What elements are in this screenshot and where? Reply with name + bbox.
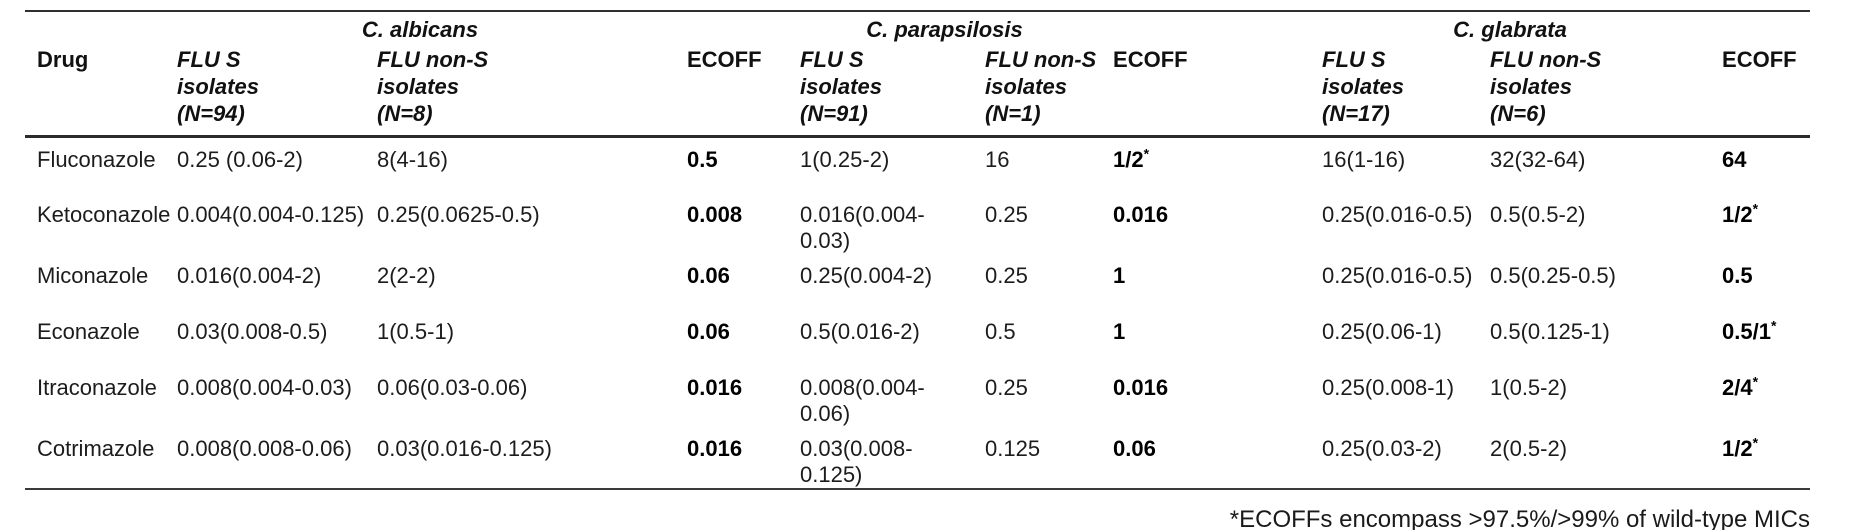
ecoff-asterisk: * — [1752, 373, 1759, 390]
ecoff-value: 0.06 — [687, 262, 730, 288]
table-row: Fluconazole 0.25 (0.06-2) 8(4-16) 0.5 1(0.25… — [25, 137, 1810, 193]
ecoff-value: 1/2* — [1722, 200, 1759, 227]
mic-value: 0.25(0.03-2) — [1322, 435, 1442, 461]
mic-value: 0.25(0.016-0.5) — [1322, 201, 1473, 227]
mic-value: 0.008(0.004-0.06) — [800, 374, 925, 426]
mic-value: 0.5 — [985, 318, 1016, 344]
spacer-cell — [1710, 11, 1810, 45]
table-body: Fluconazole 0.25 (0.06-2) 8(4-16) 0.5 1(0.25… — [25, 137, 1810, 489]
species-header-albicans: C. albicans — [361, 16, 479, 42]
drug-name: Miconazole — [37, 262, 149, 288]
mic-value: 0.03(0.016-0.125) — [377, 435, 552, 461]
mic-value: 0.5(0.125-1) — [1490, 318, 1610, 344]
mic-value: 0.5(0.5-2) — [1490, 201, 1586, 227]
ecoff-value: 0.008 — [687, 201, 743, 227]
mic-value: 0.25(0.008-1) — [1322, 374, 1455, 400]
mic-value: 0.5(0.016-2) — [800, 318, 920, 344]
flu-non-s-header-albicans: FLU non-S isolates (N=8) — [377, 47, 489, 126]
flu-s-header-parapsilosis: FLU S isolates (N=91) — [800, 47, 882, 126]
ecoff-value: 0.016 — [687, 374, 743, 400]
ecoff-asterisk: * — [1752, 434, 1759, 451]
species-header-parapsilosis: C. parapsilosis — [866, 16, 1023, 42]
ecoff-value: 0.5 — [687, 147, 718, 173]
flu-s-header-albicans: FLU S isolates (N=94) — [177, 47, 259, 126]
drug-name: Econazole — [37, 318, 140, 344]
ecoff-asterisk: * — [1770, 317, 1777, 334]
table-row: Econazole 0.03(0.008-0.5) 1(0.5-1) 0.06 0.5(… — [25, 310, 1810, 366]
mic-value: 0.06(0.03-0.06) — [377, 374, 528, 400]
mic-value: 0.25 — [985, 262, 1028, 288]
ecoff-asterisk: * — [1143, 146, 1150, 163]
spacer-cell — [675, 11, 788, 45]
table-row: Cotrimazole 0.008(0.008-0.06) 0.03(0.016-0… — [25, 427, 1810, 489]
drug-column-header: Drug — [37, 47, 89, 72]
mic-value: 1(0.5-1) — [377, 318, 455, 344]
ecoff-mic-table: C. albicans C. parapsilosis C. glabrata … — [25, 10, 1811, 490]
ecoff-value: 1/2* — [1113, 146, 1150, 173]
flu-non-s-header-parapsilosis: FLU non-S isolates (N=1) — [985, 47, 1097, 126]
ecoff-footnote: *ECOFFs encompass >97.5%/>99% of wild-ty… — [1229, 505, 1810, 530]
ecoff-asterisk: * — [1752, 200, 1759, 217]
ecoff-value: 0.5/1* — [1722, 317, 1777, 344]
mic-value: 0.125 — [985, 435, 1041, 461]
mic-value: 2(2-2) — [377, 262, 436, 288]
ecoff-value: 64 — [1722, 147, 1747, 173]
drug-name: Itraconazole — [37, 374, 157, 400]
mic-value: 0.016(0.004-0.03) — [800, 201, 925, 253]
mic-value: 0.03(0.008-0.125) — [800, 435, 913, 487]
mic-value: 0.25 — [985, 374, 1028, 400]
ecoff-value: 2/4* — [1722, 373, 1759, 400]
mic-value: 0.016(0.004-2) — [177, 262, 322, 288]
ecoff-value: 1/2* — [1722, 434, 1759, 461]
species-header-row: C. albicans C. parapsilosis C. glabrata — [25, 11, 1810, 45]
spacer-cell — [1101, 11, 1310, 45]
mic-value: 16 — [985, 147, 1010, 173]
mic-value: 0.25(0.06-1) — [1322, 318, 1442, 344]
flu-s-header-glabrata: FLU S isolates (N=17) — [1322, 47, 1404, 126]
mic-value: 0.004(0.004-0.125) — [177, 201, 365, 227]
ecoff-value: 0.5 — [1722, 262, 1753, 288]
column-header-row: Drug FLU S isolates (N=94) FLU non-S iso… — [25, 45, 1811, 137]
mic-value: 8(4-16) — [377, 147, 448, 173]
mic-value: 0.25(0.0625-0.5) — [377, 201, 540, 227]
drug-name: Fluconazole — [37, 147, 156, 173]
mic-value: 16(1-16) — [1322, 147, 1406, 173]
flu-non-s-header-glabrata: FLU non-S isolates (N=6) — [1490, 47, 1602, 126]
mic-value: 32(32-64) — [1490, 147, 1586, 173]
mic-value: 0.008(0.008-0.06) — [177, 435, 352, 461]
mic-value: 0.25(0.016-0.5) — [1322, 262, 1473, 288]
ecoff-value: 0.016 — [1113, 374, 1169, 400]
species-header-glabrata: C. glabrata — [1453, 16, 1567, 42]
mic-value: 0.008(0.004-0.03) — [177, 374, 352, 400]
ecoff-column-header: ECOFF — [1113, 47, 1188, 72]
drug-name: Cotrimazole — [37, 435, 155, 461]
ecoff-value: 0.016 — [687, 435, 743, 461]
table-row: Ketoconazole 0.004(0.004-0.125) 0.25(0.062… — [25, 193, 1810, 254]
spacer-cell — [25, 11, 165, 45]
mic-value: 1(0.5-2) — [1490, 374, 1568, 400]
mic-value: 2(0.5-2) — [1490, 435, 1568, 461]
mic-value: 0.25(0.004-2) — [800, 262, 933, 288]
page: C. albicans C. parapsilosis C. glabrata … — [0, 10, 1850, 530]
ecoff-value: 1 — [1113, 262, 1126, 288]
ecoff-column-header: ECOFF — [1722, 47, 1797, 72]
ecoff-column-header: ECOFF — [687, 47, 762, 72]
ecoff-value: 0.016 — [1113, 201, 1169, 227]
drug-name: Ketoconazole — [37, 201, 171, 227]
ecoff-value: 0.06 — [1113, 435, 1156, 461]
ecoff-value: 0.06 — [687, 318, 730, 344]
mic-value: 0.25 (0.06-2) — [177, 147, 303, 173]
table-row: Itraconazole 0.008(0.004-0.03) 0.06(0.03-0… — [25, 366, 1810, 427]
mic-value: 0.03(0.008-0.5) — [177, 318, 328, 344]
table-row: Miconazole 0.016(0.004-2) 2(2-2) 0.06 0.25(0… — [25, 254, 1810, 310]
mic-value: 0.5(0.25-0.5) — [1490, 262, 1616, 288]
ecoff-value: 1 — [1113, 318, 1126, 344]
mic-value: 1(0.25-2) — [800, 147, 890, 173]
mic-value: 0.25 — [985, 201, 1028, 227]
